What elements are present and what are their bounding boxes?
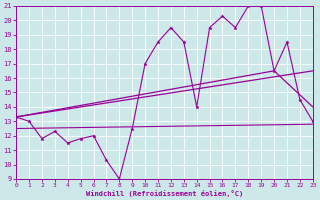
X-axis label: Windchill (Refroidissement éolien,°C): Windchill (Refroidissement éolien,°C) — [86, 190, 243, 197]
